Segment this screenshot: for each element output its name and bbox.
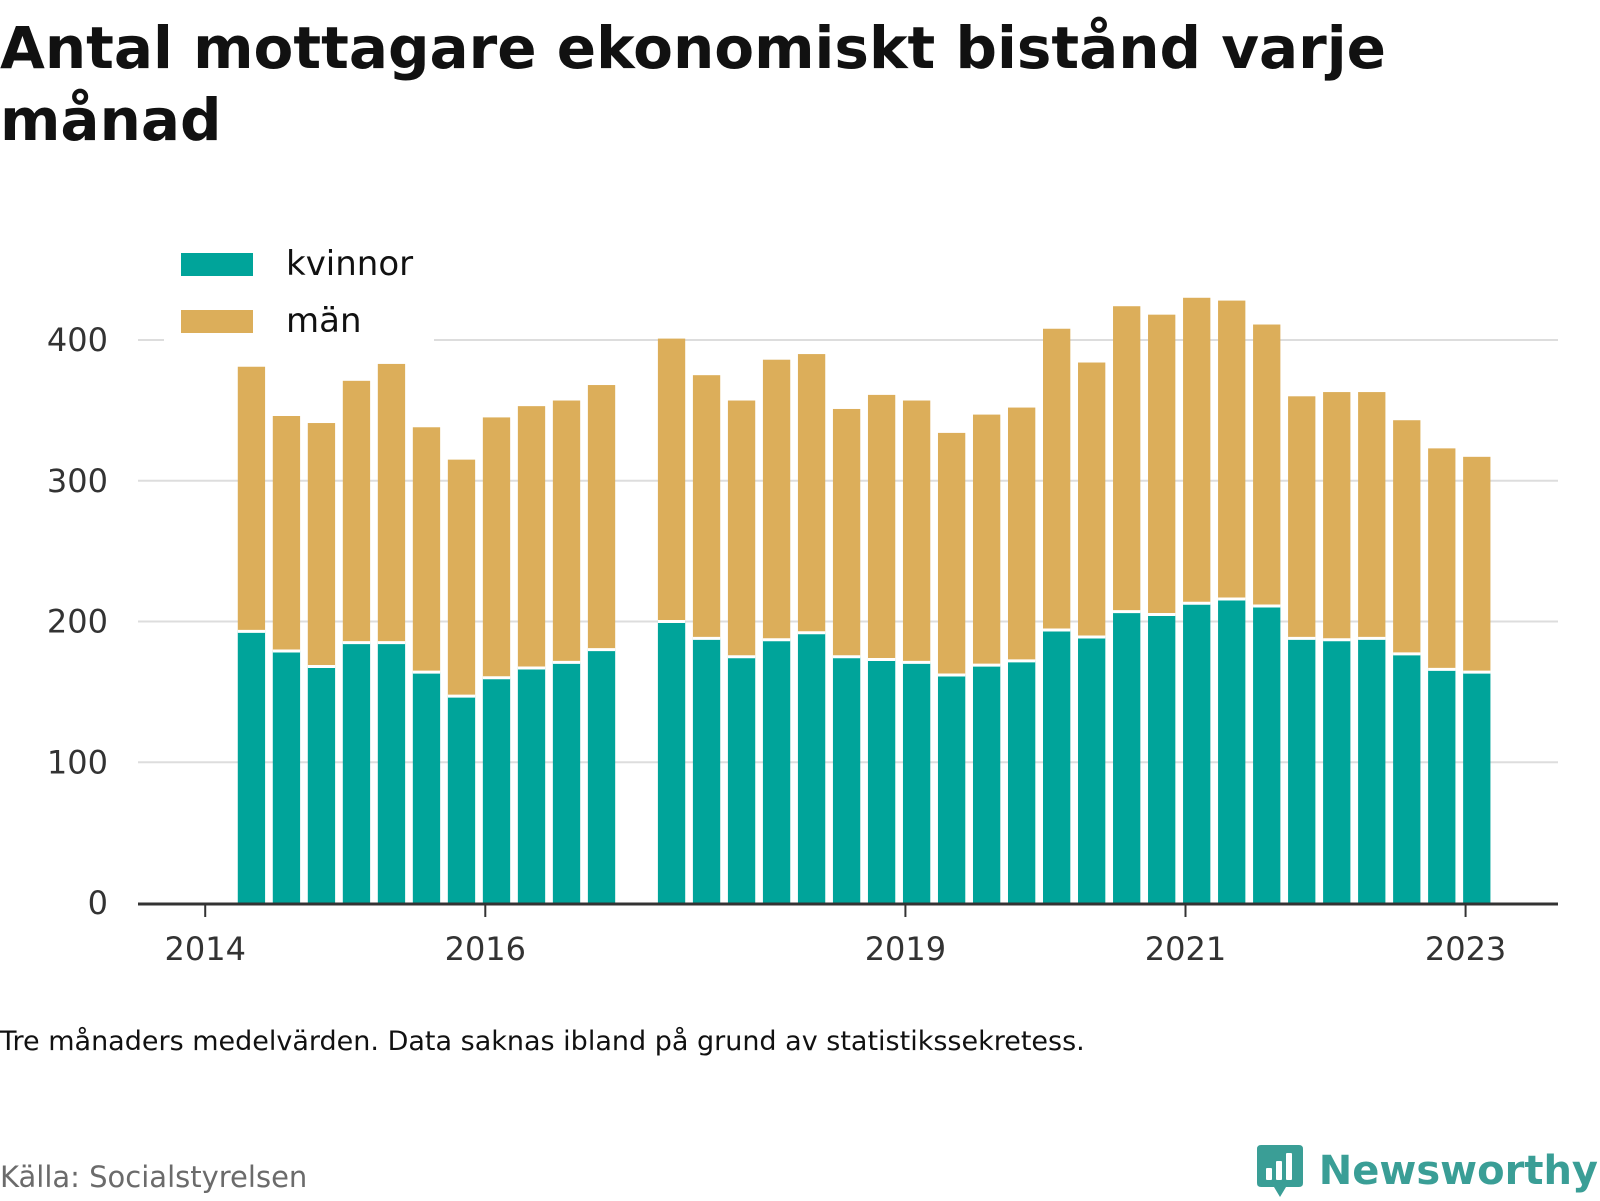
- bar-man: [482, 417, 511, 678]
- bar-man: [1043, 328, 1071, 630]
- stacked-bar-chart: 0 100 200 300 400 2014 2016 2019 2021 2023 kvinn…: [46, 236, 1558, 968]
- bar-kvinnor: [1007, 660, 1036, 903]
- bar-man: [762, 359, 791, 640]
- y-axis-tick-labels: 0 100 200 300 400: [47, 321, 108, 922]
- y-tick-label: 200: [47, 603, 108, 641]
- bar-kvinnor: [1078, 636, 1106, 903]
- bar-man: [867, 394, 896, 660]
- brand-logo: Newsworthy: [1255, 1141, 1598, 1201]
- bar-kvinnor: [972, 665, 1001, 903]
- bar-kvinnor: [447, 696, 476, 903]
- bar-kvinnor: [517, 667, 546, 903]
- bar-kvinnor: [727, 656, 756, 903]
- y-tick-label: 100: [47, 743, 108, 781]
- chart-title: Antal mottagare ekonomiskt bistånd varje…: [0, 14, 1386, 154]
- bar-kvinnor: [482, 677, 511, 903]
- x-tick-label: 2016: [445, 930, 526, 968]
- bar-kvinnor: [587, 649, 616, 903]
- bar-man: [657, 338, 686, 622]
- bar-man: [797, 354, 826, 633]
- bar-man: [307, 423, 336, 667]
- y-tick-label: 300: [47, 462, 108, 500]
- bar-man: [1323, 392, 1351, 640]
- legend-swatch-man: [181, 310, 253, 333]
- bar-kvinnor: [1393, 653, 1421, 903]
- bar-man: [692, 375, 721, 639]
- newsworthy-bar-chart-icon: [1255, 1143, 1305, 1199]
- bar-kvinnor: [867, 659, 896, 903]
- bar-kvinnor: [1323, 639, 1351, 903]
- bar-kvinnor: [762, 639, 791, 903]
- x-tick-label: 2019: [865, 930, 946, 968]
- legend-swatch-kvinnor: [181, 253, 253, 276]
- bar-man: [1218, 300, 1246, 599]
- y-tick-label: 0: [88, 884, 108, 922]
- bar-kvinnor: [657, 621, 686, 903]
- bar-kvinnor: [237, 631, 266, 903]
- y-tick-label: 400: [47, 321, 108, 359]
- bar-kvinnor: [1218, 598, 1246, 903]
- bar-kvinnor: [832, 656, 861, 903]
- bar-kvinnor: [1463, 672, 1491, 903]
- chart-footnote: Tre månaders medelvärden. Data saknas ib…: [0, 1026, 1085, 1057]
- bar-man: [937, 432, 966, 675]
- bar-man: [552, 400, 581, 663]
- x-tick-label: 2023: [1425, 930, 1506, 968]
- bar-kvinnor: [377, 642, 406, 903]
- bar-man: [1288, 396, 1316, 639]
- x-tick-label: 2014: [165, 930, 246, 968]
- bar-man: [1393, 420, 1421, 654]
- legend-label: kvinnor: [286, 244, 413, 284]
- bar-kvinnor: [1288, 638, 1316, 903]
- bar-kvinnor: [272, 651, 301, 903]
- bar-kvinnor: [1148, 614, 1176, 903]
- bar-man: [1428, 448, 1456, 670]
- x-axis: 2014 2016 2019 2021 2023: [138, 902, 1558, 968]
- bar-kvinnor: [1043, 629, 1071, 903]
- legend-label: män: [286, 301, 362, 341]
- source-credit: Källa: Socialstyrelsen: [0, 1160, 308, 1194]
- bar-kvinnor: [1183, 603, 1211, 903]
- bar-man: [1148, 314, 1176, 615]
- bar-man: [1113, 306, 1141, 612]
- bar-man: [517, 406, 546, 668]
- bar-man: [727, 400, 756, 657]
- bar-man: [237, 366, 266, 632]
- bar-kvinnor: [552, 662, 581, 903]
- bar-kvinnor: [412, 672, 441, 903]
- bar-kvinnor: [937, 674, 966, 903]
- bar-kvinnor: [1253, 606, 1281, 903]
- bar-man: [377, 363, 406, 643]
- bar-man: [587, 385, 616, 650]
- bar-kvinnor: [692, 638, 721, 903]
- bar-kvinnor: [342, 642, 371, 903]
- bar-man: [1007, 407, 1036, 661]
- bar-man: [1463, 456, 1491, 673]
- bar-man: [1078, 362, 1106, 637]
- bar-kvinnor: [1113, 611, 1141, 903]
- brand-name: Newsworthy: [1318, 1148, 1598, 1194]
- bar-man: [447, 459, 476, 697]
- bar-man: [1183, 297, 1211, 604]
- bar-man: [902, 400, 931, 663]
- bar-man: [1358, 392, 1386, 639]
- bar-man: [342, 380, 371, 643]
- bar-kvinnor: [1428, 669, 1456, 903]
- bar-man: [832, 408, 861, 657]
- bar-man: [272, 416, 301, 652]
- bar-kvinnor: [902, 662, 931, 903]
- bar-man: [1253, 324, 1281, 607]
- bar-man: [972, 414, 1001, 666]
- bar-kvinnor: [307, 666, 336, 903]
- x-tick-label: 2021: [1145, 930, 1226, 968]
- bar-kvinnor: [797, 632, 826, 903]
- legend: kvinnor män: [164, 236, 434, 344]
- bars: [237, 297, 1491, 903]
- bar-man: [412, 427, 441, 673]
- bar-kvinnor: [1358, 638, 1386, 903]
